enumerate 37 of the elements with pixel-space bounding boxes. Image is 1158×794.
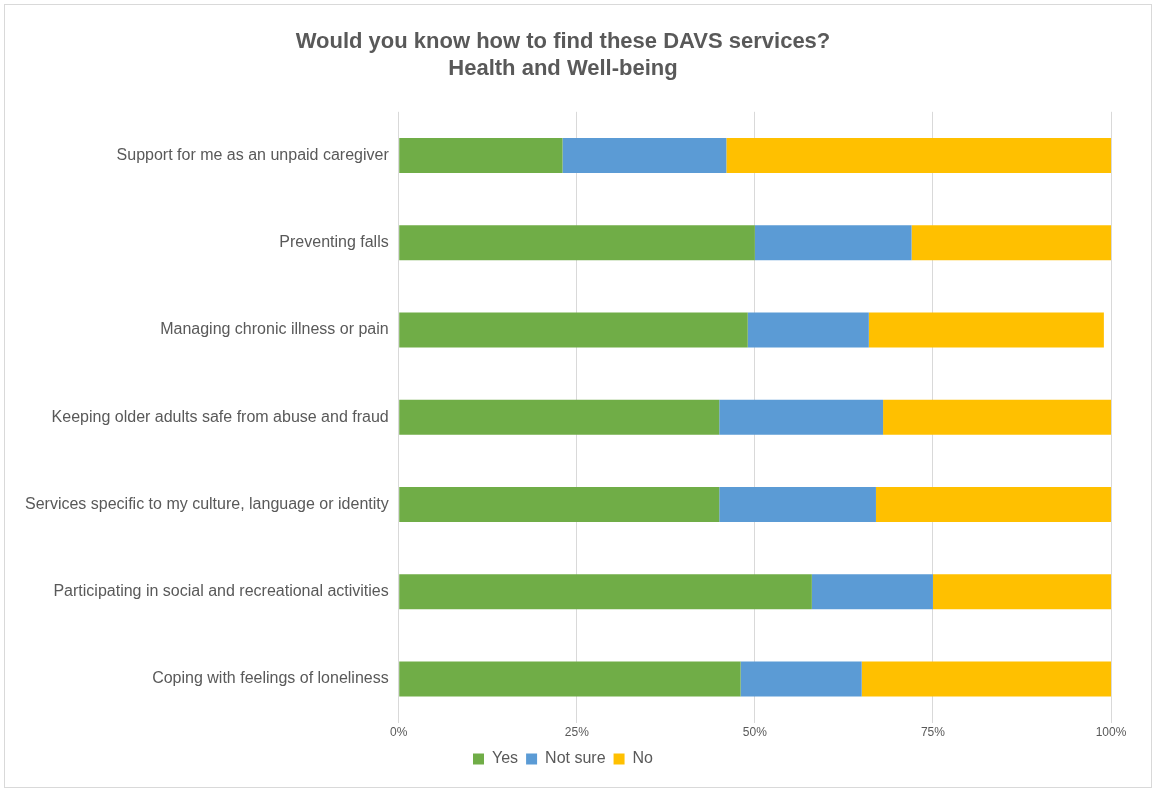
x-tick-label: 50%: [742, 725, 768, 740]
chart-title: Would you know how to find these DAVS services? Health and Well-being: [295, 28, 831, 80]
x-tick-label: 100%: [1095, 725, 1127, 740]
bar: [811, 574, 933, 610]
bar: [562, 137, 727, 173]
y-tick-label: Services specific to my culture, language or identity: [24, 494, 389, 512]
bar: [399, 312, 748, 348]
y-tick-label: Preventing falls: [279, 233, 389, 251]
bar: [719, 399, 884, 435]
bar: [861, 661, 1111, 697]
bar: [740, 661, 862, 697]
bar: [911, 225, 1111, 261]
x-tick-label: 0%: [390, 725, 408, 740]
bar: [932, 574, 1111, 610]
bar: [868, 312, 1104, 348]
y-tick-label: Coping with feelings of loneliness: [152, 669, 389, 687]
bar: [399, 574, 812, 610]
legend-label: Yes: [491, 749, 519, 767]
bar: [399, 137, 563, 173]
bar: [399, 399, 720, 435]
y-tick-label: Managing chronic illness or pain: [160, 320, 389, 338]
legend-label: No: [632, 749, 654, 767]
bar: [399, 661, 741, 697]
y-tick-label: Participating in social and recreational activities: [53, 582, 389, 600]
bar: [875, 487, 1111, 522]
x-tick-label: 25%: [564, 725, 590, 740]
x-tick-label: 75%: [920, 725, 946, 740]
bar: [883, 399, 1111, 435]
bar: [747, 312, 869, 348]
legend-label: Not sure: [545, 749, 606, 767]
bar: [399, 225, 755, 261]
bar: [719, 487, 876, 522]
y-tick-label: Support for me as an unpaid caregiver: [116, 145, 390, 163]
y-tick-label: Keeping older adults safe from abuse and fraud: [51, 407, 389, 425]
bar: [399, 487, 720, 522]
bar: [754, 225, 912, 261]
bar: [726, 137, 1111, 173]
